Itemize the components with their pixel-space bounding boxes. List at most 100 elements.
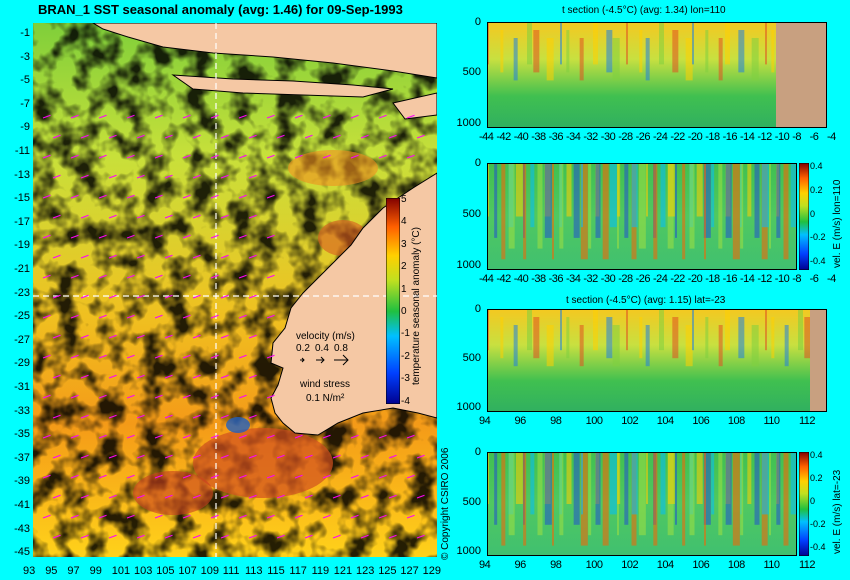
- section-stripe: [546, 38, 554, 81]
- wind-vector: [378, 114, 387, 119]
- section-stripe: [718, 325, 723, 367]
- map-x-tick: 101: [111, 565, 131, 577]
- section-stripe: [595, 452, 601, 525]
- wind-vector: [98, 194, 107, 199]
- section-stripe: [646, 163, 648, 217]
- section-x-tick: 100: [585, 415, 603, 427]
- map-x-tick: 111: [222, 565, 240, 577]
- section-x-tick: -40: [513, 131, 529, 143]
- wind-vector: [154, 274, 163, 279]
- section-x-tick: 110: [763, 559, 780, 571]
- wind-vector: [192, 534, 201, 539]
- wind-vector: [164, 254, 173, 259]
- section-x-tick: 108: [727, 559, 745, 571]
- land-timor: [392, 92, 437, 120]
- section-stripe: [566, 30, 570, 73]
- wind-vector: [98, 274, 107, 279]
- land-java: [171, 74, 394, 98]
- section-stripe: [617, 163, 621, 217]
- section-x-tick: -18: [705, 273, 720, 285]
- section-y-tick: 1000: [456, 545, 481, 558]
- wind-vector: [182, 514, 191, 519]
- section-stripe: [513, 38, 518, 81]
- wind-vector: [108, 454, 117, 459]
- section-stripe: [682, 452, 686, 546]
- section-stripe: [769, 163, 771, 249]
- section-stripe: [544, 163, 552, 238]
- section-stripe: [645, 325, 650, 367]
- wind-vector: [164, 414, 173, 419]
- section-stripe: [573, 452, 580, 525]
- section-x-tick: 96: [514, 415, 527, 427]
- section-stripe: [765, 309, 767, 351]
- section-stripe: [494, 163, 498, 238]
- wind-vector: [108, 254, 117, 259]
- wind-vector: [70, 474, 79, 479]
- wind-vector: [304, 454, 313, 459]
- section-x-tick: -42: [496, 273, 511, 285]
- wind-vector: [52, 374, 61, 379]
- section-stripe: [718, 452, 723, 536]
- section-x-tick: 106: [692, 415, 710, 427]
- wind-vector: [164, 374, 173, 379]
- section-stripe: [704, 452, 706, 546]
- wind-vector: [192, 454, 201, 459]
- wind-vector: [210, 474, 219, 479]
- wind-vector: [80, 254, 89, 259]
- wind-vector: [108, 294, 117, 299]
- section-stripe: [751, 38, 759, 81]
- section-x-tick: -44: [479, 131, 494, 143]
- section-stripe: [682, 163, 686, 260]
- wind-vector: [80, 414, 89, 419]
- wind-vector: [360, 134, 369, 139]
- wind-vector: [210, 514, 219, 519]
- section-stripe: [581, 163, 583, 228]
- wind-vector: [42, 234, 51, 239]
- wind-vector: [406, 434, 415, 439]
- wind-vector: [136, 254, 145, 259]
- map-x-tick: 99: [89, 565, 102, 577]
- section-x-tick: -14: [740, 131, 755, 143]
- section-stripe: [593, 309, 598, 351]
- section-stripe: [776, 452, 781, 525]
- wind-vector: [154, 434, 163, 439]
- section-x-tick: 104: [656, 415, 674, 427]
- wind-vector: [378, 474, 387, 479]
- section-panel-4: [487, 452, 797, 556]
- section-stripe: [740, 163, 744, 249]
- wind-vector: [126, 394, 135, 399]
- wind-vector: [294, 474, 303, 479]
- map-x-tick: 125: [378, 565, 397, 577]
- wind-vector: [98, 314, 107, 319]
- wind-vector: [126, 194, 135, 199]
- velocity-colorbar-tick: 0.4: [810, 450, 823, 460]
- section-stripe: [725, 163, 732, 238]
- section-stripe: [659, 22, 664, 65]
- wind-vector: [42, 154, 51, 159]
- section-x-tick: 94: [479, 415, 491, 427]
- wind-vector: [238, 394, 247, 399]
- wind-vector: [52, 254, 61, 259]
- section-stripe: [602, 163, 609, 260]
- wind-vector: [80, 134, 89, 139]
- wind-vector: [266, 514, 275, 519]
- section-x-tick: -4: [827, 131, 836, 143]
- section-stripe: [783, 452, 789, 546]
- section-stripe: [703, 452, 711, 525]
- section-x-tick: -26: [635, 131, 651, 143]
- wind-vector: [98, 434, 107, 439]
- section-x-tick: 98: [550, 559, 562, 571]
- section-stripe: [667, 452, 675, 504]
- wind-vector: [304, 134, 313, 139]
- wind-vector: [192, 214, 201, 219]
- wind-vector: [388, 534, 397, 539]
- wind-vector: [70, 314, 79, 319]
- wind-vector: [182, 434, 191, 439]
- section-panel-2: [487, 163, 797, 270]
- sst-colorbar-tick: -2: [401, 350, 410, 362]
- section-stripe: [689, 452, 695, 536]
- section-stripe: [581, 452, 583, 515]
- wind-vector: [154, 474, 163, 479]
- wind-vector: [70, 114, 79, 119]
- section-x-tick: -32: [583, 273, 598, 285]
